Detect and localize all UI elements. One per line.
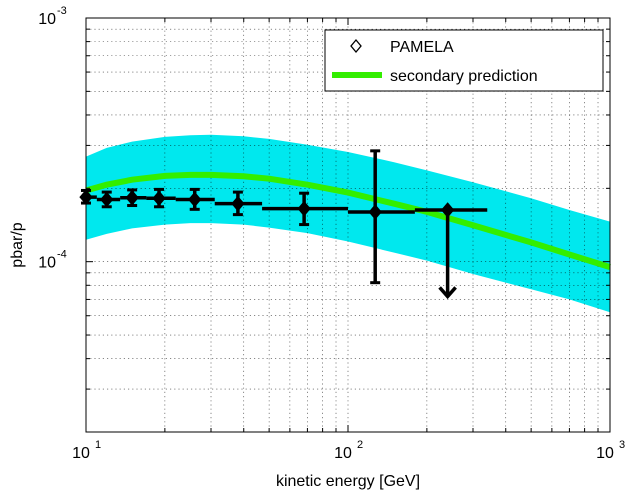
y-axis-label: pbar/p — [9, 222, 26, 267]
x-tick-exponent: 1 — [95, 439, 101, 451]
legend-diamond-marker — [350, 38, 362, 54]
diamond-marker — [297, 200, 311, 217]
data-point-5 — [175, 187, 215, 211]
legend-label-pamela: PAMELA — [390, 39, 454, 56]
legend-box — [324, 29, 604, 92]
diamond-marker — [125, 189, 139, 206]
upper-limit-arrow — [438, 286, 457, 300]
y-tick-label: 10 — [38, 255, 56, 272]
legend-label-secondary-prediction: secondary prediction — [390, 68, 538, 85]
x-tick-label: 10 — [596, 445, 614, 462]
x-tick-label: 10 — [72, 445, 90, 462]
data-point-7 — [262, 191, 348, 227]
data-point-4 — [146, 187, 176, 209]
data-points-layer — [79, 149, 488, 300]
y-tick-exponent: -3 — [57, 5, 67, 17]
diamond-marker — [152, 190, 166, 207]
data-point-3 — [120, 188, 147, 208]
diamond-marker — [188, 191, 202, 208]
prediction-uncertainty-band — [86, 134, 610, 313]
x-tick-exponent: 3 — [619, 439, 625, 451]
x-tick-exponent: 2 — [357, 439, 363, 451]
diamond-marker — [231, 195, 245, 212]
y-tick-exponent: -4 — [57, 249, 67, 261]
secondary-prediction-line — [85, 171, 611, 270]
grid-layer — [86, 18, 610, 432]
axis-ticks-layer: 10 1 10 2 10 310 -410 -3 — [38, 5, 625, 462]
x-tick-label: 10 — [334, 445, 352, 462]
diamond-marker — [100, 191, 114, 208]
y-tick-label: 10 — [38, 11, 56, 28]
data-point-2 — [96, 190, 121, 209]
prediction-uncertainty-band-layer — [86, 134, 610, 313]
diamond-marker — [368, 204, 382, 220]
data-point-6 — [214, 190, 263, 217]
x-axis-label: kinetic energy [GeV] — [276, 473, 420, 490]
prediction-line-layer — [85, 171, 611, 270]
data-point-9 — [414, 202, 488, 300]
diamond-marker — [440, 202, 455, 218]
legend: PAMELA secondary prediction — [324, 29, 604, 92]
data-point-8 — [348, 149, 415, 285]
